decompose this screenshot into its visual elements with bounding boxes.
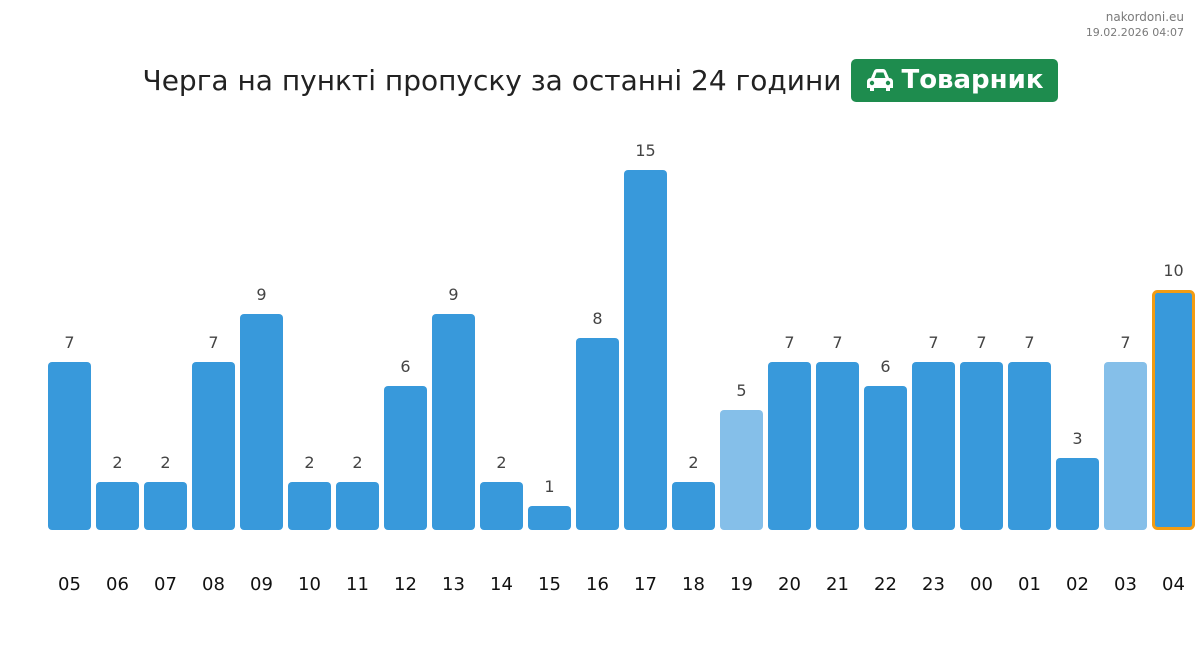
value-label-04: 10 bbox=[1163, 261, 1183, 280]
value-label-07: 2 bbox=[160, 453, 170, 472]
bar-13 bbox=[432, 314, 475, 530]
bar-17 bbox=[624, 170, 667, 530]
vehicle-type-badge: Товарник bbox=[851, 58, 1058, 102]
car-icon bbox=[867, 69, 894, 91]
x-tick-13: 13 bbox=[442, 574, 465, 595]
value-label-16: 8 bbox=[592, 309, 602, 328]
x-tick-21: 21 bbox=[826, 574, 849, 595]
value-label-15: 1 bbox=[544, 477, 554, 496]
x-tick-10: 10 bbox=[298, 574, 321, 595]
value-label-09: 9 bbox=[256, 285, 266, 304]
bar-14 bbox=[480, 482, 523, 530]
site-watermark: nakordoni.eu 19.02.2026 04:07 bbox=[1086, 9, 1184, 41]
x-tick-12: 12 bbox=[394, 574, 417, 595]
value-label-01: 7 bbox=[1024, 333, 1034, 352]
bar-01 bbox=[1008, 362, 1051, 530]
x-tick-18: 18 bbox=[682, 574, 705, 595]
x-tick-06: 06 bbox=[106, 574, 129, 595]
value-label-00: 7 bbox=[976, 333, 986, 352]
bar-03 bbox=[1104, 362, 1147, 530]
x-tick-11: 11 bbox=[346, 574, 369, 595]
x-tick-03: 03 bbox=[1114, 574, 1137, 595]
bar-06 bbox=[96, 482, 139, 530]
value-label-08: 7 bbox=[208, 333, 218, 352]
value-label-22: 6 bbox=[880, 357, 890, 376]
x-tick-20: 20 bbox=[778, 574, 801, 595]
bar-18 bbox=[672, 482, 715, 530]
value-label-21: 7 bbox=[832, 333, 842, 352]
title-row: Черга на пункті пропуску за останні 24 г… bbox=[0, 58, 1200, 102]
x-tick-00: 00 bbox=[970, 574, 993, 595]
value-label-10: 2 bbox=[304, 453, 314, 472]
bar-07 bbox=[144, 482, 187, 530]
bar-22 bbox=[864, 386, 907, 530]
bar-23 bbox=[912, 362, 955, 530]
bar-09 bbox=[240, 314, 283, 530]
x-tick-19: 19 bbox=[730, 574, 753, 595]
x-tick-17: 17 bbox=[634, 574, 657, 595]
bar-21 bbox=[816, 362, 859, 530]
bar-10 bbox=[288, 482, 331, 530]
value-label-20: 7 bbox=[784, 333, 794, 352]
x-tick-15: 15 bbox=[538, 574, 561, 595]
x-tick-02: 02 bbox=[1066, 574, 1089, 595]
bar-11 bbox=[336, 482, 379, 530]
value-label-17: 15 bbox=[635, 141, 655, 160]
chart-title: Черга на пункті пропуску за останні 24 г… bbox=[142, 63, 842, 97]
x-tick-23: 23 bbox=[922, 574, 945, 595]
value-label-11: 2 bbox=[352, 453, 362, 472]
bar-05 bbox=[48, 362, 91, 530]
bar-12 bbox=[384, 386, 427, 530]
bar-02 bbox=[1056, 458, 1099, 530]
site-domain: nakordoni.eu bbox=[1105, 10, 1184, 24]
bar-08 bbox=[192, 362, 235, 530]
value-label-06: 2 bbox=[112, 453, 122, 472]
badge-label: Товарник bbox=[901, 65, 1044, 95]
bar-00 bbox=[960, 362, 1003, 530]
value-label-05: 7 bbox=[64, 333, 74, 352]
x-tick-04: 04 bbox=[1162, 574, 1185, 595]
value-label-18: 2 bbox=[688, 453, 698, 472]
x-tick-14: 14 bbox=[490, 574, 513, 595]
x-tick-22: 22 bbox=[874, 574, 897, 595]
x-tick-01: 01 bbox=[1018, 574, 1041, 595]
value-label-03: 7 bbox=[1120, 333, 1130, 352]
x-tick-09: 09 bbox=[250, 574, 273, 595]
timestamp: 19.02.2026 04:07 bbox=[1085, 26, 1184, 39]
value-label-23: 7 bbox=[928, 333, 938, 352]
value-label-13: 9 bbox=[448, 285, 458, 304]
bar-16 bbox=[576, 338, 619, 530]
x-tick-07: 07 bbox=[154, 574, 177, 595]
value-label-14: 2 bbox=[496, 453, 506, 472]
bar-15 bbox=[528, 506, 571, 530]
value-label-19: 5 bbox=[736, 381, 746, 400]
x-tick-05: 05 bbox=[58, 574, 81, 595]
x-tick-16: 16 bbox=[586, 574, 609, 595]
x-tick-08: 08 bbox=[202, 574, 225, 595]
value-label-12: 6 bbox=[400, 357, 410, 376]
value-label-02: 3 bbox=[1072, 429, 1082, 448]
bar-04 bbox=[1152, 290, 1195, 530]
bar-20 bbox=[768, 362, 811, 530]
bar-19 bbox=[720, 410, 763, 530]
